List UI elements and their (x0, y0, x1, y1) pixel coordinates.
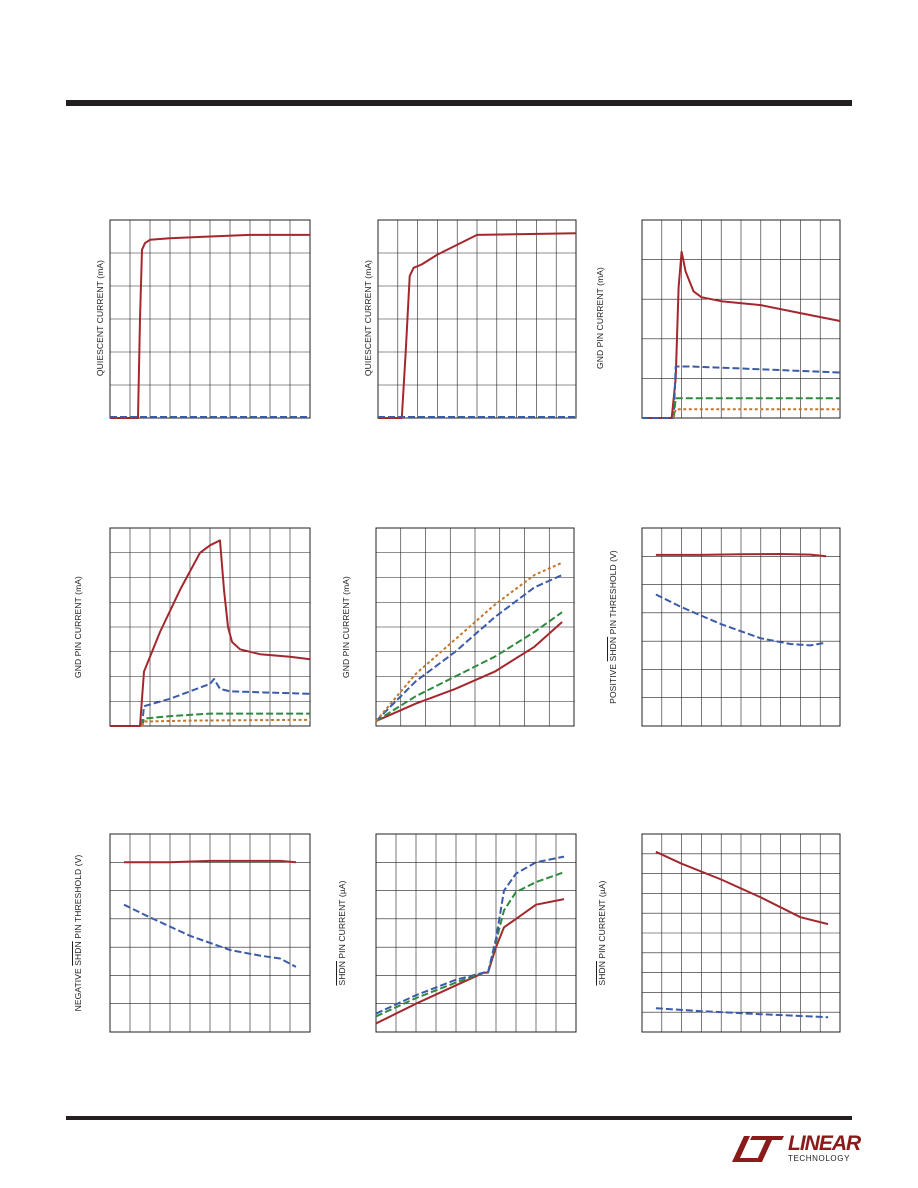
chart-4-ylabel: GND PIN CURRENT (mA) (73, 576, 83, 678)
chart-7-ylabel: NEGATIVE SHDN PIN THRESHOLD (V) (73, 854, 83, 1012)
series-red-line (375, 621, 563, 723)
chart-8-plot (375, 833, 577, 1033)
chart-5-ylabel: GND PIN CURRENT (mA) (341, 576, 351, 678)
plot-frame (375, 833, 577, 1033)
chart-9-ylabel: SHDN PIN CURRENT (µA) (597, 880, 607, 986)
series-red-line (124, 859, 297, 864)
series-orange-line (375, 561, 563, 722)
chart-8-ylabel: SHDN PIN CURRENT (µA) (337, 880, 347, 986)
lt-logo-icon (732, 1136, 784, 1162)
series-red-line (378, 232, 577, 419)
chart-1-plot (109, 219, 311, 419)
plot-frame (641, 833, 841, 1033)
linear-technology-logo: LINEAR TECHNOLOGY (730, 1130, 861, 1166)
series-blue-line (642, 365, 841, 419)
chart-gnd-pin-current-4: GND PIN CURRENT (mA) (60, 520, 320, 750)
series-red-line (110, 233, 310, 419)
series-blue-line (655, 1007, 829, 1019)
series-red-line (655, 553, 827, 558)
series-green-line (375, 611, 563, 722)
series-red-line (110, 539, 311, 727)
chart-9-ylabel-shdn: SHDN (597, 961, 607, 986)
chart-quiescent-current-2: QUIESCENT CURRENT (mA) (328, 210, 588, 440)
brand-subname: TECHNOLOGY (788, 1154, 851, 1163)
chart-6-ylabel-shdn: SHDN (608, 636, 618, 662)
series-blue-line (123, 903, 297, 968)
series-blue-line (141, 678, 311, 727)
plot-frame (109, 527, 311, 727)
chart-8-ylabel-shdn: SHDN (337, 961, 347, 986)
series-orange-line (141, 718, 311, 727)
chart-quiescent-current-1: QUIESCENT CURRENT (mA) (60, 210, 320, 440)
plot-frame (109, 833, 311, 1033)
chart-3-ylabel: GND PIN CURRENT (mA) (595, 267, 605, 369)
footer-rule (66, 1116, 852, 1120)
series-blue-line (375, 574, 563, 722)
chart-3-plot (641, 219, 841, 419)
plot-frame (641, 219, 841, 419)
series-orange-line (672, 408, 840, 419)
chart-gnd-pin-current-3: GND PIN CURRENT (mA) (592, 210, 852, 440)
chart-negative-shdn-threshold-7: NEGATIVE SHDN PIN THRESHOLD (V) (60, 826, 320, 1056)
chart-shdn-pin-current-9: SHDN PIN CURRENT (µA) (592, 826, 852, 1056)
series-red-line (655, 850, 829, 926)
chart-7-plot (109, 833, 311, 1033)
series-blue-line (655, 593, 827, 647)
series-blue-line (375, 855, 565, 1015)
series-green-line (672, 397, 840, 419)
chart-shdn-pin-current-8: SHDN PIN CURRENT (µA) (328, 826, 588, 1056)
chart-6-ylabel: POSITIVE SHDN PIN THRESHOLD (V) (608, 550, 618, 704)
plot-frame (375, 527, 575, 727)
chart-1-ylabel: QUIESCENT CURRENT (mA) (95, 259, 105, 377)
chart-9-plot (641, 833, 841, 1033)
chart-7-ylabel-shdn: SHDN (73, 941, 83, 966)
chart-positive-shdn-threshold-6: POSITIVE SHDN PIN THRESHOLD (V) (592, 520, 852, 750)
brand-name: LINEAR (788, 1132, 861, 1155)
header-rule (66, 100, 852, 106)
chart-2-plot (377, 219, 577, 419)
chart-6-plot (641, 527, 841, 727)
chart-gnd-pin-current-5: GND PIN CURRENT (mA) (328, 520, 588, 750)
plot-frame (377, 219, 577, 419)
chart-5-plot (375, 527, 575, 727)
plot-frame (641, 527, 841, 727)
chart-4-plot (109, 527, 311, 727)
chart-2-ylabel: QUIESCENT CURRENT (mA) (363, 259, 373, 377)
series-green-line (141, 712, 310, 727)
